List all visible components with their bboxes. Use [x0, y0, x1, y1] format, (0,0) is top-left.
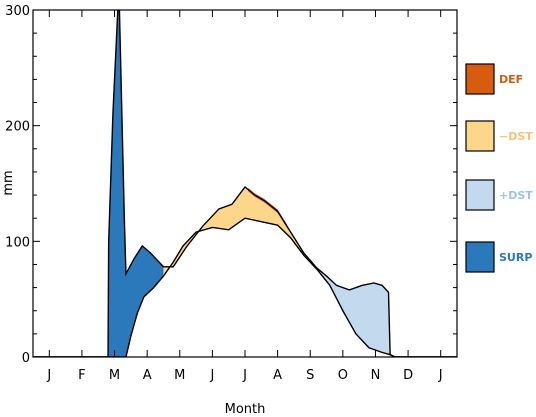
y-tick-label: 100 [5, 235, 30, 250]
y-tick-label: 200 [5, 120, 30, 135]
x-axis-title: Month [225, 402, 266, 417]
x-tick-label: O [338, 368, 348, 383]
x-tick-label: M [109, 368, 120, 383]
x-tick-label: J [46, 368, 51, 383]
legend: DEF −DST +DST SURP [465, 63, 533, 273]
area-dst [163, 186, 321, 277]
y-tick-label: 300 [5, 4, 30, 19]
x-tick-label: S [306, 368, 314, 383]
x-tick-label: M [174, 368, 185, 383]
x-tick-label: D [403, 368, 413, 383]
legend-swatch [465, 63, 495, 95]
chart-lines [33, 10, 457, 357]
area-surp [108, 10, 164, 357]
area-dst [320, 270, 396, 357]
legend-swatch [465, 179, 495, 211]
legend-swatch [465, 120, 495, 152]
legend-swatch [465, 241, 495, 273]
legend-label: SURP [499, 251, 532, 264]
area-def [248, 187, 288, 229]
x-tick-label: N [371, 368, 381, 383]
x-tick-label: F [78, 368, 85, 383]
y-tick-label: 0 [22, 351, 30, 366]
legend-label: −DST [499, 130, 533, 143]
x-tick-label: J [209, 368, 214, 383]
x-tick-label: J [438, 368, 443, 383]
legend-label: +DST [499, 189, 533, 202]
x-tick-label: A [143, 368, 152, 383]
plot-frame [32, 9, 458, 358]
y-axis-title: mm [1, 170, 16, 195]
x-tick-label: A [273, 368, 282, 383]
x-tick-label: J [242, 368, 247, 383]
upper-curve-line [33, 10, 457, 357]
lower-curve-line [33, 217, 457, 357]
chart-areas [108, 10, 396, 357]
y-axis: 0 100 200 300 [5, 4, 457, 366]
legend-label: DEF [499, 73, 523, 86]
